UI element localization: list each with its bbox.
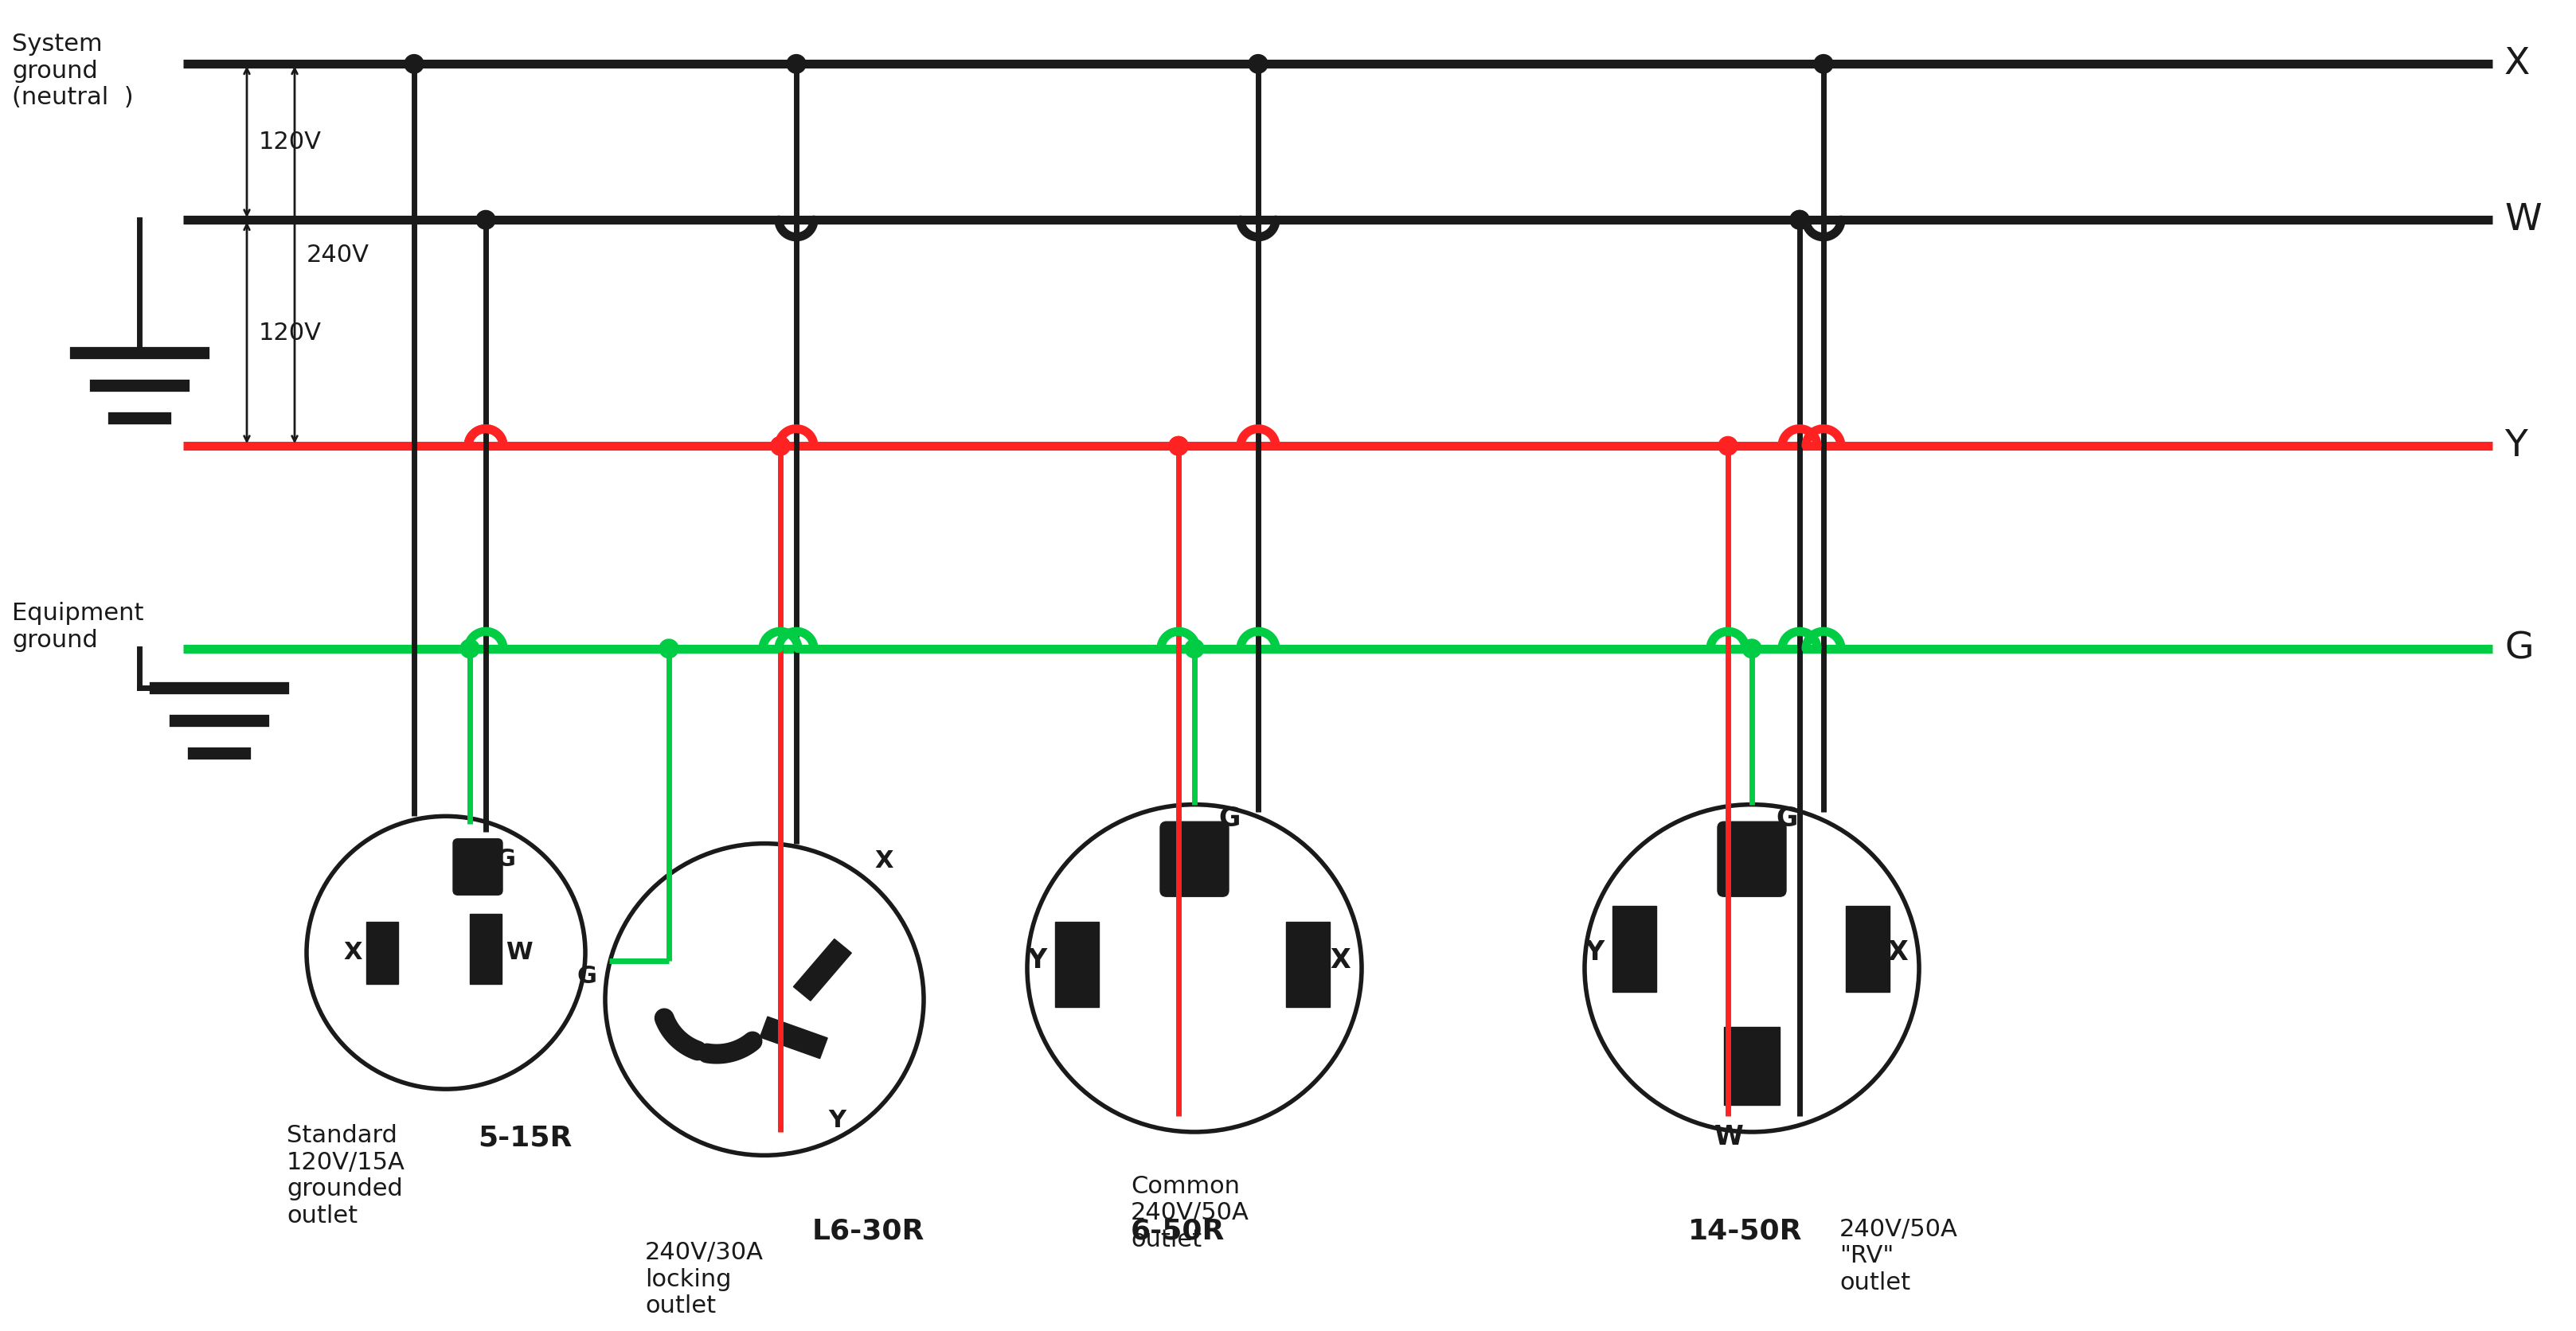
Circle shape [461, 639, 479, 658]
Text: 6-50R: 6-50R [1131, 1218, 1226, 1244]
Circle shape [786, 55, 806, 73]
Circle shape [1814, 55, 1834, 73]
Text: Y: Y [827, 1109, 845, 1131]
Text: Standard
120V/15A
grounded
outlet: Standard 120V/15A grounded outlet [286, 1125, 404, 1227]
Text: Common
240V/50A
outlet: Common 240V/50A outlet [1131, 1175, 1249, 1251]
Text: System
ground
(neutral  ): System ground (neutral ) [13, 33, 134, 109]
Circle shape [770, 437, 791, 455]
Text: G: G [1775, 805, 1798, 832]
FancyBboxPatch shape [453, 839, 502, 894]
Bar [469, 913, 502, 984]
Bar [1613, 906, 1656, 992]
Text: W: W [505, 941, 533, 964]
Bar [1285, 921, 1329, 1008]
Text: 14-50R: 14-50R [1687, 1218, 1803, 1244]
Circle shape [1790, 210, 1808, 229]
Text: X: X [1888, 940, 1909, 966]
Text: G: G [1218, 805, 1239, 832]
Circle shape [1249, 55, 1267, 73]
Text: X: X [343, 941, 363, 964]
Circle shape [1185, 639, 1203, 658]
Circle shape [770, 437, 791, 455]
Text: X: X [876, 849, 894, 872]
Text: Y: Y [2504, 429, 2527, 463]
Text: 240V: 240V [307, 244, 368, 266]
Text: G: G [2504, 631, 2535, 667]
Text: 120V: 120V [258, 321, 322, 345]
Text: X: X [1329, 948, 1350, 973]
Bar [1847, 906, 1891, 992]
Circle shape [477, 210, 495, 229]
Text: 120V: 120V [258, 130, 322, 153]
FancyBboxPatch shape [1718, 821, 1785, 897]
FancyBboxPatch shape [1159, 821, 1229, 897]
Text: G: G [495, 848, 515, 870]
Text: Equipment
ground: Equipment ground [13, 602, 144, 652]
Bar [366, 921, 399, 984]
Bar [1723, 1026, 1780, 1105]
Text: Y: Y [1028, 948, 1046, 973]
Text: Y: Y [1584, 940, 1605, 966]
Bar [1056, 921, 1100, 1008]
Text: L6-30R: L6-30R [811, 1218, 925, 1244]
Bar [760, 1017, 827, 1058]
Circle shape [1790, 210, 1808, 229]
Text: G: G [577, 965, 598, 988]
Circle shape [1741, 639, 1762, 658]
Circle shape [659, 639, 677, 658]
Text: X: X [2504, 47, 2530, 81]
Text: 240V/30A
locking
outlet: 240V/30A locking outlet [644, 1240, 762, 1318]
Text: 240V/50A
"RV"
outlet: 240V/50A "RV" outlet [1839, 1218, 1958, 1294]
Text: W: W [1716, 1125, 1744, 1150]
Text: W: W [2504, 202, 2543, 238]
Circle shape [1170, 437, 1188, 455]
Text: 5-15R: 5-15R [477, 1125, 572, 1151]
Bar [793, 938, 853, 1001]
Circle shape [1170, 437, 1188, 455]
Circle shape [1718, 437, 1736, 455]
Circle shape [404, 55, 422, 73]
